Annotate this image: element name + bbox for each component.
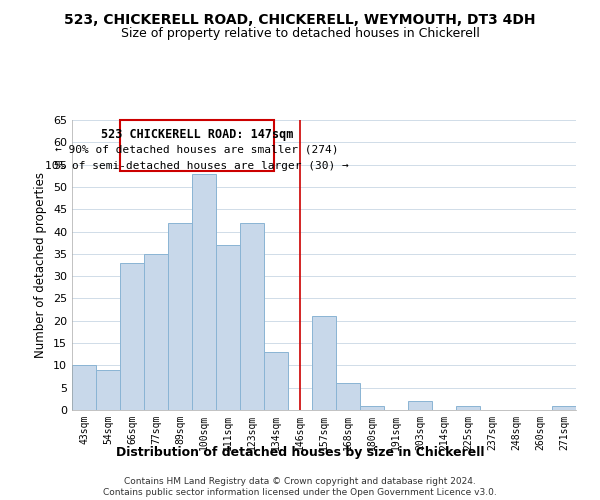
Text: 10% of semi-detached houses are larger (30) →: 10% of semi-detached houses are larger (… — [45, 161, 349, 171]
Bar — [264, 352, 288, 410]
Bar — [336, 383, 360, 410]
Bar — [312, 316, 336, 410]
Bar — [408, 401, 432, 410]
Text: 523 CHICKERELL ROAD: 147sqm: 523 CHICKERELL ROAD: 147sqm — [101, 128, 293, 141]
Text: Size of property relative to detached houses in Chickerell: Size of property relative to detached ho… — [121, 28, 479, 40]
Bar — [120, 120, 274, 172]
Bar — [360, 406, 384, 410]
Bar — [552, 406, 576, 410]
Bar — [456, 406, 480, 410]
Bar — [192, 174, 216, 410]
Text: Contains HM Land Registry data © Crown copyright and database right 2024.: Contains HM Land Registry data © Crown c… — [124, 476, 476, 486]
Bar — [144, 254, 168, 410]
Bar — [240, 222, 264, 410]
Y-axis label: Number of detached properties: Number of detached properties — [34, 172, 47, 358]
Bar — [168, 222, 192, 410]
Bar — [96, 370, 120, 410]
Text: ← 90% of detached houses are smaller (274): ← 90% of detached houses are smaller (27… — [55, 144, 338, 154]
Bar — [120, 263, 144, 410]
Text: 523, CHICKERELL ROAD, CHICKERELL, WEYMOUTH, DT3 4DH: 523, CHICKERELL ROAD, CHICKERELL, WEYMOU… — [64, 12, 536, 26]
Bar — [216, 245, 240, 410]
Text: Contains public sector information licensed under the Open Government Licence v3: Contains public sector information licen… — [103, 488, 497, 497]
Text: Distribution of detached houses by size in Chickerell: Distribution of detached houses by size … — [116, 446, 484, 459]
Bar — [72, 366, 96, 410]
